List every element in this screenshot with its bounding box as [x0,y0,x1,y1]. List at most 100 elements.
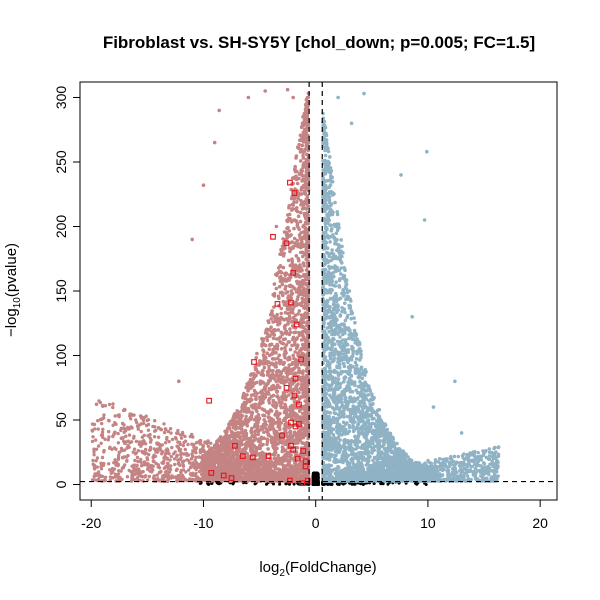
down-point [227,463,231,467]
down-point [288,347,293,352]
down-point [243,407,247,412]
down-point [126,453,130,458]
down-point [92,453,96,457]
down-point [119,428,123,433]
down-point [265,437,270,442]
down-point [156,463,160,467]
down-point [284,233,289,237]
down-point [132,413,136,417]
down-point [163,454,167,459]
down-point [184,470,188,474]
down-point [139,474,143,478]
down-point [189,457,194,461]
down-point [157,466,162,470]
down-point [145,418,149,423]
down-point [265,338,270,343]
nonsig-point [278,482,282,486]
down-point [120,421,125,426]
down-point [272,282,277,286]
nonsig-point [314,474,318,478]
down-point [295,336,300,340]
down-point [125,475,130,479]
down-point [116,455,121,460]
down-point [116,464,120,468]
down-point [165,435,169,440]
down-point [296,214,301,219]
down-point [97,475,102,479]
down-point [294,156,298,160]
down-point [103,478,108,483]
down-point [279,421,284,425]
down-point [107,429,111,434]
down-point [304,268,309,272]
down-point [134,467,138,471]
down-point [291,353,296,358]
down-point [173,435,178,440]
down-point [185,451,189,456]
down-point [163,427,168,432]
down-point [300,441,304,445]
nonsig-point [330,482,334,486]
down-point [94,402,99,406]
down-point [107,462,111,466]
nonsig-point [324,482,328,486]
down-point [101,404,105,408]
down-point [155,473,159,477]
down-point [152,447,156,451]
down-point [277,353,282,358]
down-point [91,435,95,439]
down-point [168,427,173,431]
down-point [272,376,276,380]
down-point [110,476,115,480]
nonsig-point [361,483,365,486]
down-point [283,337,288,341]
down-point [179,468,183,473]
down-point [278,361,282,366]
down-point [167,439,171,444]
down-point [262,349,266,354]
down-point [143,452,147,456]
down-point [149,438,153,442]
down-point [154,450,158,454]
down-point [94,447,99,451]
down-point [266,447,270,451]
down-point [261,413,265,418]
down-point [192,478,196,483]
down-point [298,210,303,215]
down-point [92,467,97,471]
down-point [297,309,302,313]
down-point [111,470,115,474]
down-point [283,327,287,331]
down-point [164,448,168,452]
down-point [202,449,206,453]
down-point [172,452,176,456]
down-point [159,428,164,432]
down-point [281,362,286,367]
down-point [151,464,155,468]
down-point [287,363,292,368]
down-point [134,439,139,444]
down-point [107,435,111,439]
down-point [140,435,145,439]
down-point [127,433,132,437]
down-point [194,446,198,450]
down-point [96,419,100,423]
down-point [287,381,292,386]
down-point [283,346,287,350]
down-point [137,440,142,444]
down-point [175,431,179,435]
down-point [297,333,302,338]
down-point [93,438,98,442]
down-point [96,427,100,431]
down-point [138,414,143,418]
down-point [185,458,189,462]
down-point [166,429,170,434]
down-point [148,445,153,450]
down-point [170,437,175,442]
down-point [177,475,181,479]
down-point [292,330,296,335]
nonsig-point [292,482,296,486]
down-point [139,429,143,434]
down-point [129,425,133,429]
down-point [113,414,117,418]
